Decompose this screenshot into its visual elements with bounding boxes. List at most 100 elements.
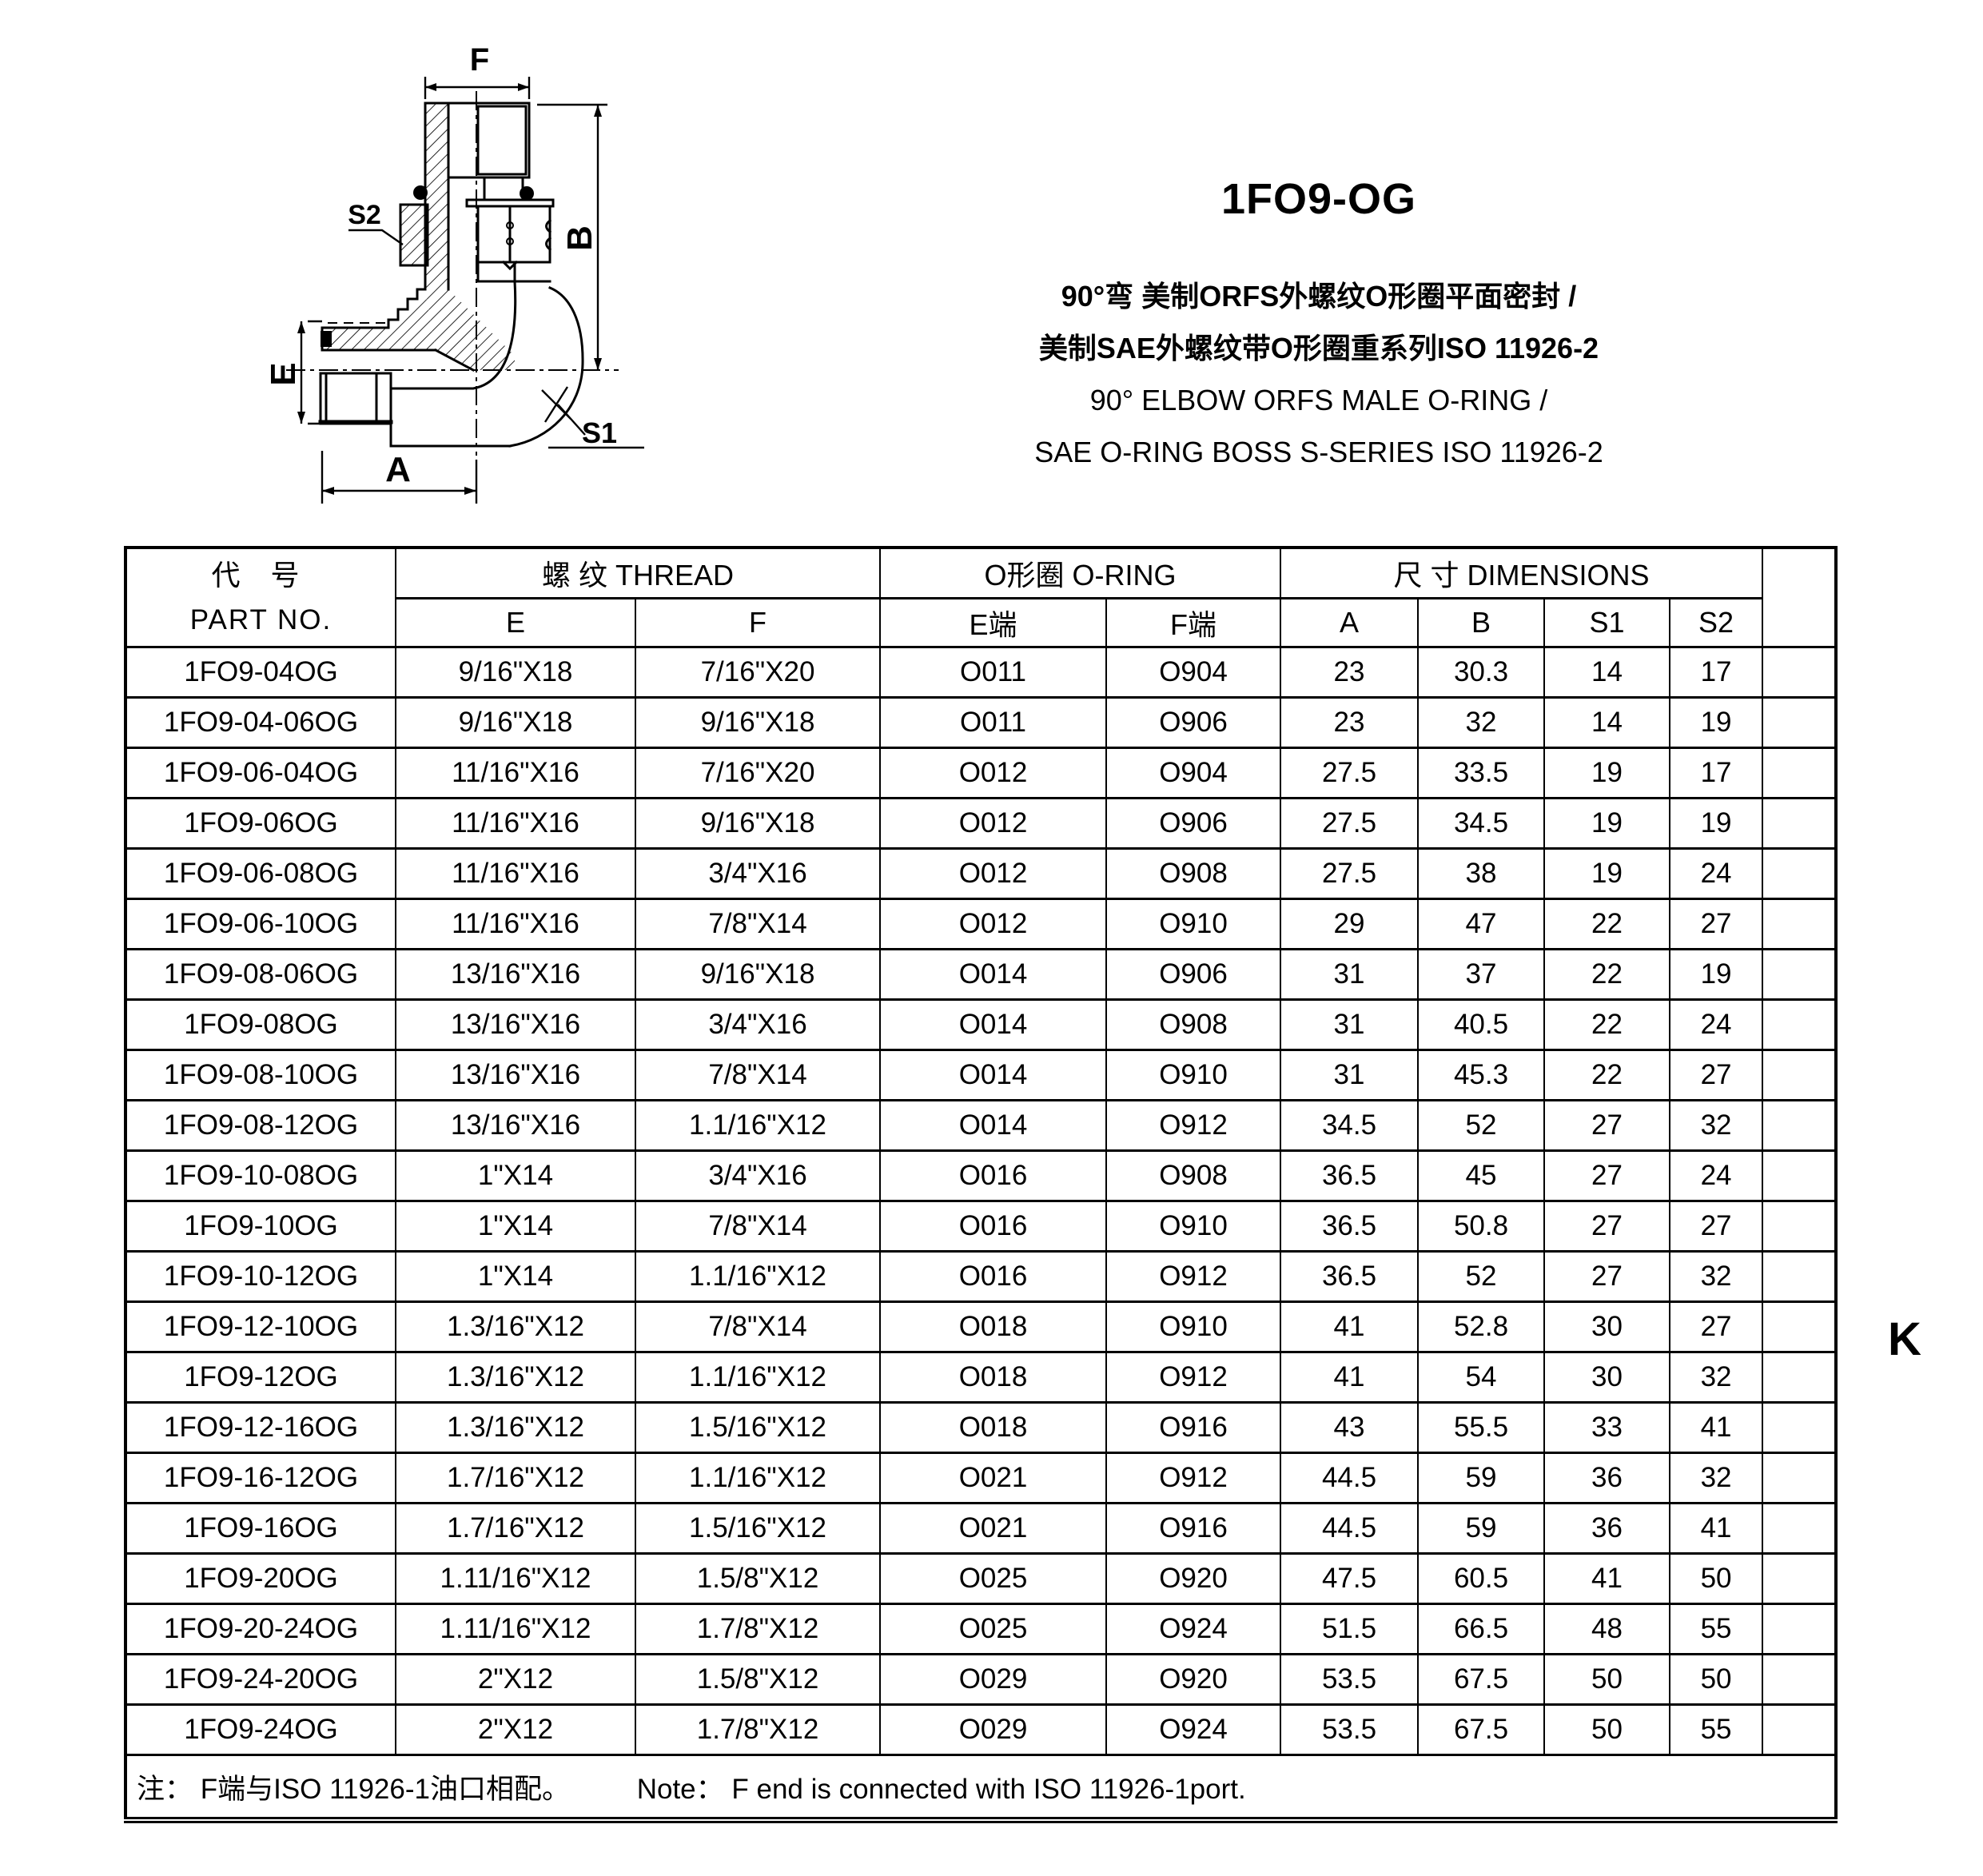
table-cell: O924 bbox=[1105, 1603, 1282, 1655]
table-cell: 54 bbox=[1417, 1351, 1546, 1404]
table-cell: 1"X14 bbox=[395, 1250, 636, 1303]
table-cell: 36.5 bbox=[1280, 1250, 1420, 1303]
table-row: 1FO9-04OG 9/16"X18 7/16"X20 O011 O904 23 30.3 1… bbox=[125, 646, 1838, 699]
table-cell: 24 bbox=[1669, 998, 1764, 1051]
table-cell: 17 bbox=[1669, 747, 1764, 799]
table-row: 1FO9-06-08OG 11/16"X16 3/4"X16 O012 O908 27.5… bbox=[125, 847, 1838, 900]
header-empty-column bbox=[1762, 546, 1838, 648]
table-cell: 32 bbox=[1669, 1351, 1764, 1404]
table-cell: 1FO9-06OG bbox=[125, 797, 396, 850]
table-cell: O908 bbox=[1105, 998, 1282, 1051]
table-cell: 1FO9-12-10OG bbox=[125, 1300, 396, 1353]
table-cell: 1FO9-10-12OG bbox=[125, 1250, 396, 1303]
table-cell bbox=[1762, 1452, 1838, 1504]
table-cell: 36.5 bbox=[1280, 1149, 1420, 1202]
table-cell: 34.5 bbox=[1280, 1099, 1420, 1152]
part-outline bbox=[318, 102, 584, 448]
table-cell: 47 bbox=[1417, 898, 1546, 950]
dimension-arrows bbox=[297, 83, 602, 495]
table-cell: O906 bbox=[1105, 696, 1282, 749]
table-cell: 1FO9-08-10OG bbox=[125, 1049, 396, 1101]
table-row: 1FO9-08-06OG 13/16"X16 9/16"X18 O014 O906 31 3… bbox=[125, 948, 1838, 1001]
table-cell: 9/16"X18 bbox=[634, 696, 882, 749]
table-cell: 1.1/16"X12 bbox=[634, 1250, 882, 1303]
table-cell: O910 bbox=[1105, 898, 1282, 950]
table-cell: 19 bbox=[1669, 797, 1764, 850]
table-note-cn: 注： F端与ISO 11926-1油口相配。 bbox=[137, 1773, 570, 1805]
table-cell: 27 bbox=[1669, 1049, 1764, 1101]
table-row: 1FO9-16-12OG 1.7/16"X12 1.1/16"X12 O021 O912… bbox=[125, 1452, 1838, 1504]
table-cell bbox=[1762, 1300, 1838, 1353]
dim-label-e: E bbox=[264, 362, 303, 385]
table-cell: O920 bbox=[1105, 1653, 1282, 1706]
table-cell: 32 bbox=[1669, 1452, 1764, 1504]
table-cell: O916 bbox=[1105, 1401, 1282, 1454]
table-cell: 17 bbox=[1669, 646, 1764, 699]
table-cell: 9/16"X18 bbox=[395, 696, 636, 749]
table-cell: 7/16"X20 bbox=[634, 646, 882, 699]
header-col-e: E bbox=[395, 597, 636, 648]
table-cell: 1FO9-24-20OG bbox=[125, 1653, 396, 1706]
table-cell: 14 bbox=[1543, 646, 1671, 699]
table-cell: 27 bbox=[1669, 1300, 1764, 1353]
table-cell: O906 bbox=[1105, 797, 1282, 850]
table-note: 注： F端与ISO 11926-1油口相配。 Note： F end is co… bbox=[124, 1754, 1838, 1823]
table-cell: 31 bbox=[1280, 948, 1420, 1001]
table-cell: 1.7/8"X12 bbox=[634, 1603, 882, 1655]
table-cell: 24 bbox=[1669, 847, 1764, 900]
spec-table-footer: 注： F端与ISO 11926-1油口相配。 Note： F end is co… bbox=[124, 1754, 1838, 1823]
table-cell: O021 bbox=[879, 1502, 1108, 1555]
table-cell: 1.7/8"X12 bbox=[634, 1703, 882, 1756]
table-row: 1FO9-16OG 1.7/16"X12 1.5/16"X12 O021 O916 44.… bbox=[125, 1502, 1838, 1555]
table-cell: 1FO9-20OG bbox=[125, 1552, 396, 1605]
table-cell: 27 bbox=[1669, 1200, 1764, 1253]
title-block: 1FO9-OG 90°弯 美制ORFS外螺纹O形圈平面密封 / 美制SAE外螺纹… bbox=[943, 174, 1694, 478]
oring-dot-right bbox=[520, 186, 534, 201]
table-cell: O012 bbox=[879, 747, 1108, 799]
table-cell: 50 bbox=[1669, 1653, 1764, 1706]
table-cell bbox=[1762, 747, 1838, 799]
table-row: 1FO9-06OG 11/16"X16 9/16"X18 O012 O906 27.5 34… bbox=[125, 797, 1838, 850]
table-cell bbox=[1762, 998, 1838, 1051]
table-cell: 33.5 bbox=[1417, 747, 1546, 799]
table-cell: 53.5 bbox=[1280, 1703, 1420, 1756]
table-cell: 43 bbox=[1280, 1401, 1420, 1454]
table-cell: O012 bbox=[879, 847, 1108, 900]
table-cell bbox=[1762, 1552, 1838, 1605]
description-block: 90°弯 美制ORFS外螺纹O形圈平面密封 / 美制SAE外螺纹带O形圈重系列I… bbox=[943, 270, 1694, 478]
dim-label-b: B bbox=[560, 225, 599, 251]
table-cell: 13/16"X16 bbox=[395, 1049, 636, 1101]
table-cell: 51.5 bbox=[1280, 1603, 1420, 1655]
table-cell: 1"X14 bbox=[395, 1149, 636, 1202]
table-cell: O910 bbox=[1105, 1300, 1282, 1353]
table-cell: O016 bbox=[879, 1149, 1108, 1202]
table-cell: 1FO9-10OG bbox=[125, 1200, 396, 1253]
table-cell: O014 bbox=[879, 1099, 1108, 1152]
table-cell: 41 bbox=[1669, 1401, 1764, 1454]
table-cell: 41 bbox=[1280, 1351, 1420, 1404]
table-cell: 32 bbox=[1417, 696, 1546, 749]
table-cell: O018 bbox=[879, 1300, 1108, 1353]
dim-label-s1: S1 bbox=[582, 416, 617, 449]
table-cell bbox=[1762, 898, 1838, 950]
table-cell: 50 bbox=[1543, 1703, 1671, 1756]
table-cell: 1"X14 bbox=[395, 1200, 636, 1253]
table-cell: 1.5/8"X12 bbox=[634, 1653, 882, 1706]
table-row: 1FO9-12-10OG 1.3/16"X12 7/8"X14 O018 O910 41 5… bbox=[125, 1300, 1838, 1353]
table-cell: O016 bbox=[879, 1200, 1108, 1253]
table-cell: O014 bbox=[879, 948, 1108, 1001]
table-row: 1FO9-12-16OG 1.3/16"X12 1.5/16"X12 O018 O916… bbox=[125, 1401, 1838, 1454]
table-row: 1FO9-10OG 1"X14 7/8"X14 O016 O910 36.5 50.8 27 2… bbox=[125, 1200, 1838, 1253]
table-cell bbox=[1762, 1049, 1838, 1101]
dim-label-f: F bbox=[470, 42, 489, 78]
table-cell: 1.1/16"X12 bbox=[634, 1099, 882, 1152]
table-cell: 3/4"X16 bbox=[634, 998, 882, 1051]
header-part-no-en: PART NO. bbox=[189, 603, 332, 635]
table-cell bbox=[1762, 1401, 1838, 1454]
table-cell: 1FO9-20-24OG bbox=[125, 1603, 396, 1655]
hex-facet-mark bbox=[506, 221, 514, 229]
table-cell: 27.5 bbox=[1280, 847, 1420, 900]
table-cell: 3/4"X16 bbox=[634, 847, 882, 900]
table-cell: 40.5 bbox=[1417, 998, 1546, 1051]
table-cell: 30 bbox=[1543, 1351, 1671, 1404]
